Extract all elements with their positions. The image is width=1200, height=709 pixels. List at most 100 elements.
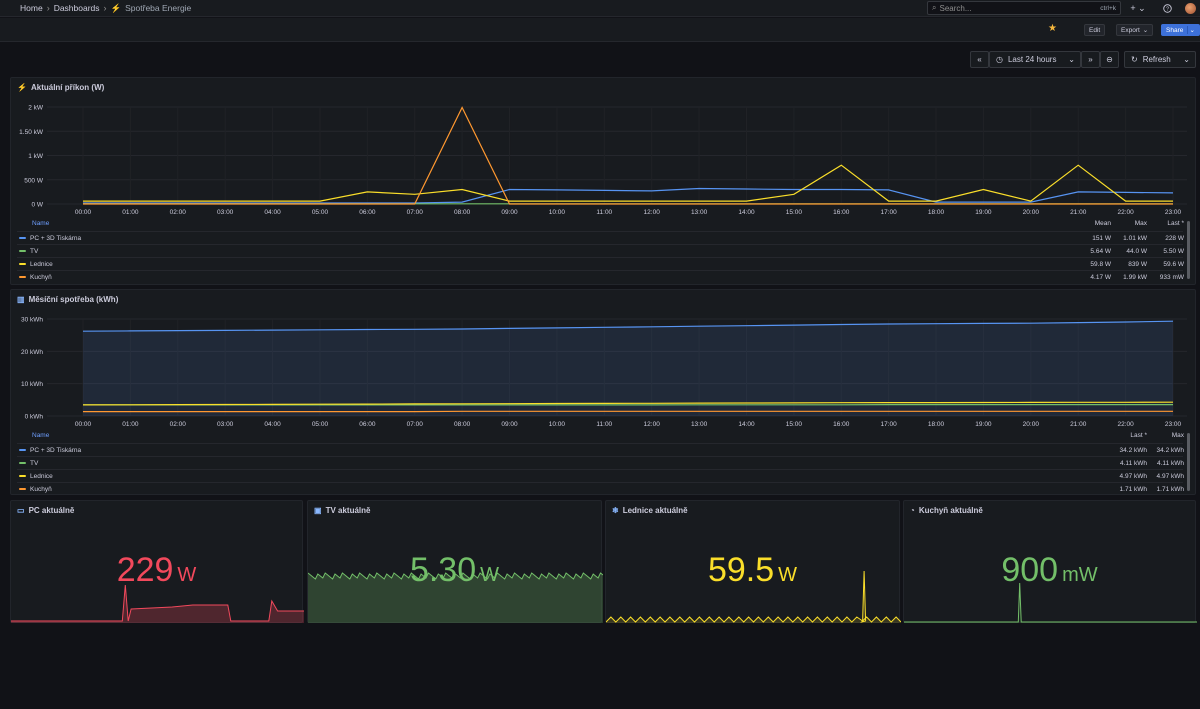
zoom-out-button[interactable]: ⊖ [1100,51,1119,68]
chevron-down-icon[interactable]: ⌄ [1186,26,1195,34]
legend-series-name: TV [30,247,39,255]
legend-value-max: 1.99 kW [1123,273,1147,281]
legend-header-last[interactable]: Last * [1167,220,1184,227]
power-chart[interactable]: 2 kW 1.50 kW 1 kW 500 W 0 W 00:00 01:00 02:00 03… [11,98,1197,238]
power-panel-title: Aktuální příkon (W) [30,83,105,92]
panel-title[interactable]: ◔ Kuchyň aktuálně [910,506,983,515]
stat-title: Kuchyň aktuálně [918,506,983,515]
x-tick-label: 00:00 [75,209,92,216]
legend-header-name[interactable]: Name [32,220,50,227]
chevron-right-icon: › [46,3,50,13]
x-tick-label: 14:00 [738,421,755,428]
legend-header-mean[interactable]: Mean [1094,220,1111,227]
legend-row[interactable]: Kuchyň 4.17 W 1.99 kW 933 mW [17,270,1184,283]
legend-value-max: 4.11 kWh [1157,459,1184,467]
export-button[interactable]: Export ⌄ [1116,24,1154,36]
legend-value-max: 1.01 kW [1123,234,1147,242]
stat-panel-tv: ▣ TV aktuálně 5.30 W [307,500,603,623]
refresh-icon: ↻ [1131,55,1138,64]
breadcrumb-home[interactable]: Home [20,3,43,13]
legend-series-name: PC + 3D Tiskárna [30,234,82,242]
legend-value-max: 1.71 kWh [1156,485,1184,493]
legend-row[interactable]: TV 5.64 W 44.0 W 5.50 W [17,244,1184,257]
star-icon[interactable]: ★ [1048,23,1057,34]
monthly-legend: Name Last * Max PC + 3D Tiskárna 34.2 kWh… [17,431,1184,495]
help-icon[interactable]: ? [1161,2,1173,14]
lednice-sparkline [606,570,901,623]
legend-value-last: 34.2 kWh [1119,446,1147,454]
x-tick-label: 20:00 [1023,209,1040,216]
panel-title[interactable]: ▥ Měsíční spotřeba (kWh) [17,295,118,304]
legend-row[interactable]: TV 4.11 kWh 4.11 kWh [17,456,1184,469]
legend-series-name: Lednice [30,472,53,480]
chevron-down-icon[interactable]: ⌄ [1183,55,1190,64]
legend-row[interactable]: PC + 3D Tiskárna 151 W 1.01 kW 228 W [17,231,1184,244]
panel-title[interactable]: ⚡ Aktuální příkon (W) [17,83,104,92]
svg-text:?: ? [1166,6,1169,12]
share-button[interactable]: Share ⌄ [1161,24,1200,36]
legend-header-max[interactable]: Max [1171,432,1184,439]
refresh-button[interactable]: ↻ Refresh ⌄ [1124,51,1196,68]
stat-panel-pc: ▭ PC aktuálně 229 W [10,500,304,623]
legend-scrollbar[interactable] [1187,433,1190,491]
x-tick-label: 14:00 [738,209,755,216]
stat-value: 900 mW [904,551,1195,590]
stat-value: 5.30 W [308,551,601,590]
x-tick-label: 12:00 [644,209,661,216]
snowflake-icon: ❄ [612,506,619,515]
legend-row[interactable]: Lednice 59.8 W 839 W 59.6 W [17,257,1184,270]
legend-row[interactable]: PC + 3D Tiskárna 34.2 kWh 34.2 kWh [17,443,1184,456]
x-tick-label: 02:00 [170,421,187,428]
breadcrumb-dashboards[interactable]: Dashboards [53,3,100,13]
x-tick-label: 03:00 [217,209,234,216]
legend-header-name[interactable]: Name [32,432,50,439]
x-tick-label: 15:00 [786,209,803,216]
time-back-button[interactable]: « [970,51,989,68]
stat-unit: mW [1062,564,1098,586]
search-input[interactable]: ⌕ Search... ctrl+k [927,1,1121,15]
time-range-picker[interactable]: ◷ Last 24 hours ⌄ [989,51,1081,68]
add-icon[interactable]: + ⌄ [1130,2,1146,13]
search-icon: ⌕ [932,3,937,12]
stat-number: 59.5 [707,551,775,589]
x-tick-label: 10:00 [549,209,566,216]
stat-unit: W [177,564,197,586]
legend-swatch [19,462,26,464]
x-tick-label: 06:00 [359,209,376,216]
panel-title[interactable]: ▭ PC aktuálně [17,506,74,515]
y-tick-label: 2 kW [28,105,44,112]
legend-row[interactable]: Kuchyň 1.71 kWh 1.71 kWh [17,482,1184,495]
legend-header-max[interactable]: Max [1134,220,1147,227]
legend-swatch [19,449,26,451]
x-tick-label: 19:00 [975,209,992,216]
x-tick-label: 10:00 [549,421,566,428]
series-line-0 [83,187,1174,204]
monthly-panel-title: Měsíční spotřeba (kWh) [28,295,119,304]
stat-panel-kuchyn: ◔ Kuchyň aktuálně 900 mW [903,500,1197,623]
series-line-2 [82,401,1174,406]
stat-number: 5.30 [409,551,477,589]
legend-value-mean: 151 W [1092,234,1111,242]
y-tick-label: 500 W [24,177,44,184]
avatar[interactable] [1185,3,1196,14]
breadcrumb-current: Spotřeba Energie [125,3,192,13]
x-tick-label: 15:00 [786,421,803,428]
legend-header-last[interactable]: Last * [1130,432,1147,439]
legend-row[interactable]: Lednice 4.97 kWh 4.97 kWh [17,469,1184,482]
edit-button[interactable]: Edit [1084,24,1106,36]
panel-title[interactable]: ▣ TV aktuálně [314,506,370,515]
x-tick-label: 19:00 [975,421,992,428]
x-tick-label: 05:00 [312,421,329,428]
lightning-icon: ⚡ [110,2,122,13]
legend-scrollbar[interactable] [1187,221,1190,279]
legend-value-max: 34.2 kWh [1156,446,1184,454]
x-tick-label: 12:00 [644,421,661,428]
panel-title[interactable]: ❄ Lednice aktuálně [612,506,688,515]
x-tick-label: 04:00 [264,209,281,216]
time-forward-button[interactable]: » [1081,51,1100,68]
export-label: Export [1121,26,1140,34]
x-tick-label: 03:00 [217,421,234,428]
tv-icon: ▣ [314,506,322,515]
legend-value-last: 5.50 W [1163,247,1184,255]
monthly-chart[interactable]: 30 kWh 20 kWh 10 kWh 0 kWh 00:00 01:00 02:00 03… [11,310,1197,450]
